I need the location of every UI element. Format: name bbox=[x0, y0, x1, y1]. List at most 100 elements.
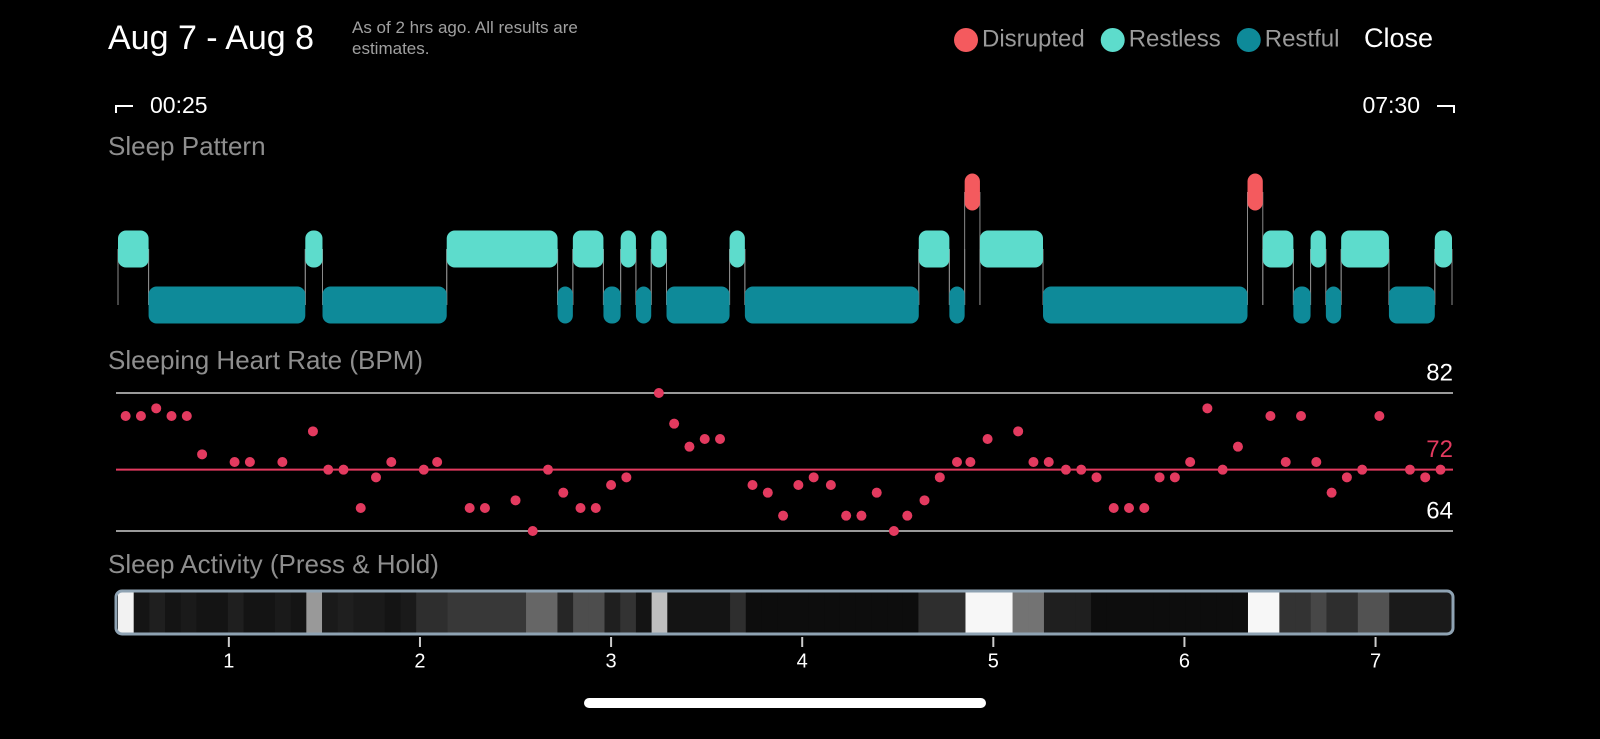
sleep-segment bbox=[1341, 230, 1389, 268]
activity-cell bbox=[494, 592, 511, 634]
heart-rate-dot bbox=[323, 464, 334, 475]
end-bracket bbox=[1437, 105, 1455, 113]
activity-cell bbox=[1404, 592, 1422, 634]
legend-label: Restless bbox=[1129, 25, 1221, 52]
heart-rate-dot bbox=[888, 526, 899, 536]
sleep-segment bbox=[603, 286, 621, 324]
heart-rate-dot bbox=[120, 411, 131, 421]
activity-cell bbox=[149, 592, 166, 634]
legend-label: Restful bbox=[1265, 25, 1340, 52]
x-tick-label: 3 bbox=[606, 650, 617, 672]
sleep-segment bbox=[1293, 286, 1311, 324]
heart-rate-dot bbox=[1028, 457, 1039, 467]
activity-cell bbox=[165, 592, 182, 634]
sleep-segment bbox=[964, 173, 980, 211]
heart-rate-dot bbox=[919, 495, 930, 506]
start-bracket bbox=[115, 105, 133, 113]
y-tick-label: 72 bbox=[1426, 436, 1453, 463]
end-time: 07:30 bbox=[1362, 92, 1420, 118]
y-tick-label: 64 bbox=[1426, 497, 1453, 524]
sleep-segment bbox=[1434, 230, 1452, 268]
page-title: Aug 7 - Aug 8 bbox=[108, 19, 314, 57]
activity-cell bbox=[887, 592, 904, 634]
heart-rate-dot bbox=[1013, 426, 1024, 437]
activity-cell bbox=[447, 592, 464, 634]
activity-cell bbox=[839, 592, 857, 634]
activity-cell bbox=[620, 592, 637, 634]
heart-rate-dot bbox=[229, 457, 240, 467]
sleep-segment bbox=[744, 286, 919, 324]
activity-cell bbox=[1091, 592, 1108, 634]
heart-rate-dot bbox=[558, 487, 569, 498]
activity-cell bbox=[934, 592, 951, 634]
heart-rate-dot bbox=[418, 464, 429, 475]
heart-rate-dot bbox=[1076, 464, 1087, 475]
heart-rate-dot bbox=[1154, 472, 1165, 483]
activity-cell bbox=[243, 592, 260, 634]
activity-cell bbox=[463, 592, 480, 634]
heart-rate-dot bbox=[982, 434, 993, 444]
start-time: 00:25 bbox=[150, 92, 208, 118]
activity-cell bbox=[667, 592, 684, 634]
heart-rate-dot bbox=[653, 388, 664, 398]
activity-cell bbox=[196, 592, 213, 634]
sleep-segment bbox=[118, 230, 149, 268]
sleep-segment bbox=[572, 230, 604, 268]
heart-rate-dot bbox=[1108, 503, 1119, 513]
activity-cell bbox=[416, 592, 433, 634]
x-tick-label: 6 bbox=[1179, 650, 1190, 672]
x-tick-label: 2 bbox=[414, 650, 425, 672]
heart-rate-dot bbox=[1202, 403, 1213, 414]
heart-rate-dot bbox=[762, 487, 773, 498]
activity-cell bbox=[635, 592, 653, 634]
heart-rate-dot bbox=[934, 472, 945, 483]
activity-cell bbox=[1075, 592, 1092, 634]
activity-cell bbox=[682, 592, 700, 634]
heart-rate-dot bbox=[1060, 464, 1071, 475]
heart-rate-dot bbox=[1091, 472, 1102, 483]
activity-cell bbox=[557, 592, 574, 634]
activity-cell bbox=[1247, 592, 1265, 634]
activity-cell bbox=[604, 592, 621, 634]
heart-rate-dot bbox=[1374, 411, 1385, 421]
activity-cell bbox=[1185, 592, 1202, 634]
activity-cell bbox=[369, 592, 386, 634]
heart-rate-dot bbox=[1185, 457, 1196, 467]
heart-rate-dot bbox=[575, 503, 586, 513]
activity-cell bbox=[1232, 592, 1249, 634]
heart-rate-dot bbox=[808, 472, 819, 483]
activity-cell bbox=[855, 592, 872, 634]
activity-cell bbox=[510, 592, 527, 634]
heart-rate-dot bbox=[510, 495, 521, 506]
heart-rate-dot bbox=[1265, 411, 1276, 421]
sleep-segment bbox=[557, 286, 573, 324]
heart-rate-dot bbox=[1357, 464, 1368, 475]
heart-rate-dot bbox=[952, 457, 963, 467]
close-button[interactable]: Close bbox=[1364, 23, 1433, 53]
activity-cell bbox=[1420, 592, 1437, 634]
sleep-segment bbox=[1262, 230, 1294, 268]
section-title: Sleep Activity (Press & Hold) bbox=[108, 549, 439, 579]
activity-cell bbox=[400, 592, 417, 634]
heart-rate-dot bbox=[699, 434, 710, 444]
sleep-segment bbox=[918, 230, 950, 268]
heart-rate-dot bbox=[1043, 457, 1054, 467]
heart-rate-dot bbox=[856, 510, 867, 521]
heart-rate-dot bbox=[871, 487, 882, 498]
activity-cell bbox=[322, 592, 339, 634]
heart-rate-dot bbox=[1341, 472, 1352, 483]
activity-cell bbox=[1357, 592, 1375, 634]
activity-cell bbox=[651, 592, 668, 634]
activity-cell bbox=[290, 592, 307, 634]
heart-rate-dot bbox=[965, 457, 976, 467]
sleep-segment bbox=[666, 286, 730, 324]
heart-rate-dot bbox=[307, 426, 318, 437]
heart-rate-dot bbox=[793, 480, 804, 490]
activity-cell bbox=[981, 592, 998, 634]
activity-cell bbox=[478, 592, 496, 634]
activity-cell bbox=[118, 592, 135, 634]
activity-cell bbox=[871, 592, 888, 634]
activity-cell bbox=[1279, 592, 1296, 634]
heart-rate-dot bbox=[1232, 441, 1243, 452]
heart-rate-dot bbox=[825, 480, 836, 490]
